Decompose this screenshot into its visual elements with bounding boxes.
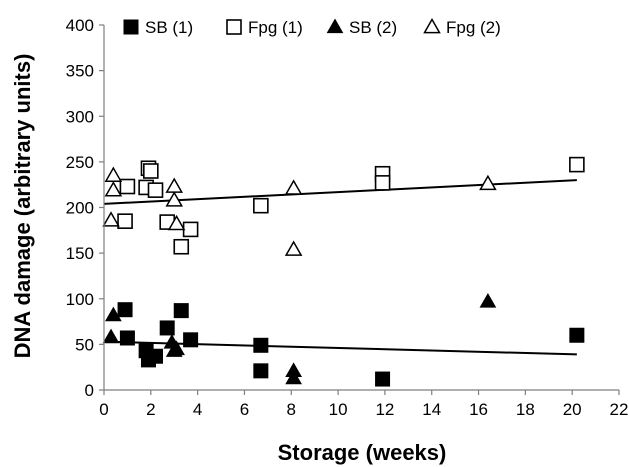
data-point [182,221,199,238]
y-tick-label: 400 [66,16,94,35]
y-tick-label: 50 [75,335,94,354]
data-points [102,156,585,387]
data-point [374,175,391,191]
data-point [253,197,269,214]
x-tick-label: 2 [146,400,155,419]
x-tick-label: 20 [563,400,582,419]
y-tick-label: 100 [66,290,94,309]
series-1 [117,302,585,387]
trendlines [103,179,577,356]
data-point [284,240,303,256]
legend-item: Fpg (1) [226,18,303,37]
data-point [168,340,185,356]
data-point [183,332,199,348]
data-point [119,330,135,346]
data-point [285,369,302,385]
y-tick-label: 200 [66,199,94,218]
x-tick-label: 0 [99,400,108,419]
legend-label: SB (2) [349,18,397,37]
data-point [173,303,189,319]
legend-marker [423,17,441,34]
y-tick-label: 250 [66,153,94,172]
legend-item: Fpg (2) [423,17,501,37]
data-point [569,156,585,173]
data-point [159,320,175,336]
data-point [119,178,136,195]
data-point [148,348,163,364]
data-point [173,238,190,255]
data-point [165,177,184,193]
x-tick-label: 22 [610,400,629,419]
legend-label: Fpg (2) [446,18,501,37]
legend-item: SB (2) [326,18,397,37]
x-tick-label: 14 [422,400,441,419]
legend: SB (1) Fpg (1) SB (2) Fpg (2) [123,17,501,37]
legend-item: SB (1) [123,18,193,37]
data-point [375,371,391,387]
data-point [569,327,585,343]
data-point [167,214,186,231]
trendline-2 [103,340,577,356]
data-point [143,163,159,179]
axes: 0 50 100 150 200 250 300 350 400 0 2 4 6 8 10 12 14 16 18 2… [66,16,629,419]
data-point [104,166,123,182]
y-tick-label: 0 [85,381,94,400]
legend-label: SB (1) [145,18,193,37]
x-tick-label: 18 [516,400,535,419]
x-tick-label: 10 [329,400,348,419]
x-tick-label: 6 [240,400,249,419]
data-point [102,328,120,344]
data-point [165,191,184,207]
data-point [253,363,269,379]
legend-marker [123,19,139,35]
x-tick-label: 16 [469,400,488,419]
series-2 [117,156,585,255]
data-point [479,292,497,308]
data-point [105,306,122,322]
legend-marker [226,19,242,35]
data-point [102,211,120,227]
trendline-1 [103,179,577,205]
y-axis-title: DNA damage (arbitrary units) [10,54,35,359]
series-3 [102,292,497,385]
data-point [117,213,133,229]
x-tick-label: 12 [375,400,394,419]
data-point [117,302,133,318]
y-tick-label: 150 [66,244,94,263]
x-tick-label: 8 [287,400,296,419]
data-point [479,174,497,191]
data-point [253,337,269,353]
legend-label: Fpg (1) [248,18,303,37]
x-tick-label: 4 [193,400,202,419]
legend-marker [326,18,344,34]
series-4 [102,166,497,256]
y-tick-label: 350 [66,62,94,81]
data-point [104,181,123,197]
x-axis-title: Storage (weeks) [278,440,447,465]
data-point [147,182,164,198]
data-point [284,179,303,195]
y-tick-label: 300 [66,107,94,126]
